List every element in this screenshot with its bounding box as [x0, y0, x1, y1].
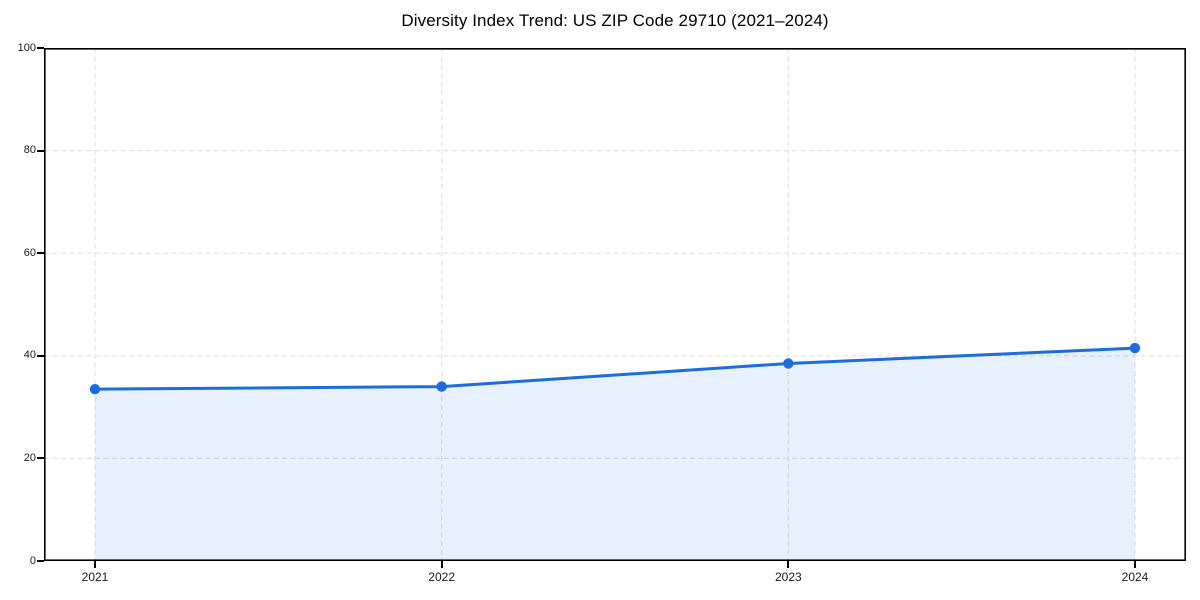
y-tick-mark — [37, 47, 44, 49]
data-point-marker — [783, 358, 794, 369]
chart-title: Diversity Index Trend: US ZIP Code 29710… — [401, 11, 829, 30]
x-tick-mark — [440, 561, 443, 568]
plot-area — [44, 48, 1186, 561]
y-tick-label: 20 — [23, 451, 36, 464]
data-point-marker — [89, 383, 101, 395]
y-tick-label: 80 — [23, 144, 36, 157]
y-tick-mark — [37, 252, 44, 255]
y-tick-mark — [37, 560, 44, 562]
x-tick-label: 2024 — [1121, 570, 1149, 584]
x-tick-mark — [94, 561, 96, 568]
y-tick-label: 0 — [29, 554, 36, 567]
data-point-marker — [436, 381, 447, 392]
y-tick-mark — [37, 149, 44, 152]
x-tick-label: 2021 — [81, 570, 109, 584]
data-point-marker — [1129, 342, 1141, 354]
area-fill — [95, 348, 1135, 561]
y-tick-mark — [37, 457, 44, 460]
x-tick-mark — [787, 561, 790, 568]
x-tick-label: 2023 — [774, 570, 802, 584]
chart-canvas — [44, 48, 1186, 561]
trend-line — [93, 346, 1137, 391]
y-tick-label: 100 — [17, 41, 36, 54]
y-tick-label: 60 — [23, 246, 36, 259]
y-tick-label: 40 — [23, 349, 36, 362]
x-tick-mark — [1134, 561, 1136, 568]
x-tick-label: 2022 — [428, 570, 455, 584]
plot-border — [44, 48, 1186, 561]
y-tick-mark — [37, 354, 44, 357]
